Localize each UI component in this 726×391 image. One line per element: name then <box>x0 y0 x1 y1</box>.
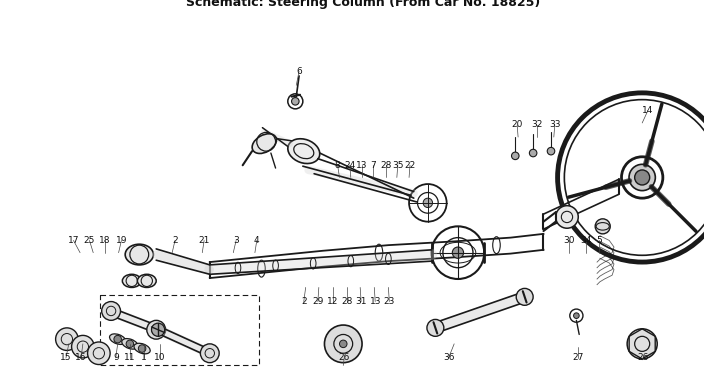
Text: 28: 28 <box>341 297 353 306</box>
Circle shape <box>114 335 121 343</box>
Text: 31: 31 <box>355 297 367 306</box>
Text: 29: 29 <box>312 297 324 306</box>
Text: 33: 33 <box>549 120 560 129</box>
Text: 10: 10 <box>154 353 166 362</box>
Circle shape <box>325 325 362 362</box>
Text: Schematic: Steering Column (From Car No. 18825): Schematic: Steering Column (From Car No.… <box>186 0 540 9</box>
Text: 5: 5 <box>596 236 602 245</box>
Text: 2: 2 <box>172 236 178 245</box>
Text: 17: 17 <box>68 236 79 245</box>
Circle shape <box>529 149 537 157</box>
Text: 7: 7 <box>370 161 376 170</box>
Text: 27: 27 <box>573 353 584 362</box>
Text: 23: 23 <box>383 297 395 306</box>
Circle shape <box>516 289 533 305</box>
Circle shape <box>629 164 656 191</box>
Circle shape <box>200 344 219 362</box>
Circle shape <box>292 98 299 105</box>
Text: 13: 13 <box>370 297 381 306</box>
Text: 22: 22 <box>404 161 415 170</box>
Ellipse shape <box>110 334 126 344</box>
Circle shape <box>139 345 146 352</box>
Text: 30: 30 <box>563 236 574 245</box>
Circle shape <box>555 206 579 228</box>
Text: 14: 14 <box>642 106 653 115</box>
Text: 15: 15 <box>60 353 72 362</box>
Text: 32: 32 <box>531 120 542 129</box>
Circle shape <box>88 342 110 364</box>
Text: 20: 20 <box>512 120 523 129</box>
Ellipse shape <box>125 244 153 265</box>
Text: 18: 18 <box>99 236 110 245</box>
Circle shape <box>340 340 347 348</box>
Text: 6: 6 <box>296 67 302 76</box>
Text: 26: 26 <box>637 353 649 362</box>
Circle shape <box>152 323 165 336</box>
Text: 12: 12 <box>327 297 338 306</box>
Text: 13: 13 <box>356 161 368 170</box>
Text: 21: 21 <box>198 236 210 245</box>
Text: 1: 1 <box>141 353 147 362</box>
Circle shape <box>56 328 78 350</box>
Circle shape <box>427 319 444 336</box>
Text: 28: 28 <box>380 161 391 170</box>
Text: 35: 35 <box>392 161 404 170</box>
Text: 3: 3 <box>233 236 239 245</box>
Text: 9: 9 <box>113 353 118 362</box>
Circle shape <box>147 320 166 339</box>
Ellipse shape <box>123 274 141 287</box>
Ellipse shape <box>252 134 277 154</box>
Circle shape <box>72 335 94 358</box>
Circle shape <box>595 219 611 234</box>
Text: 25: 25 <box>83 236 95 245</box>
Text: 16: 16 <box>76 353 86 362</box>
Circle shape <box>102 301 121 320</box>
Circle shape <box>635 170 650 185</box>
Circle shape <box>574 313 579 319</box>
Circle shape <box>627 329 657 359</box>
Text: 8: 8 <box>335 161 340 170</box>
Circle shape <box>452 247 464 258</box>
Text: 34: 34 <box>580 236 592 245</box>
Circle shape <box>547 147 555 155</box>
Text: 26: 26 <box>338 353 350 362</box>
Text: 24: 24 <box>344 161 356 170</box>
Circle shape <box>512 152 519 160</box>
Ellipse shape <box>134 343 150 354</box>
Ellipse shape <box>137 274 156 287</box>
Text: 36: 36 <box>443 353 454 362</box>
Text: 19: 19 <box>115 236 127 245</box>
Text: 11: 11 <box>124 353 136 362</box>
Circle shape <box>126 340 134 348</box>
Text: 4: 4 <box>254 236 260 245</box>
Ellipse shape <box>122 339 138 349</box>
Circle shape <box>423 198 433 208</box>
Ellipse shape <box>287 139 319 163</box>
Text: 2: 2 <box>301 297 306 306</box>
